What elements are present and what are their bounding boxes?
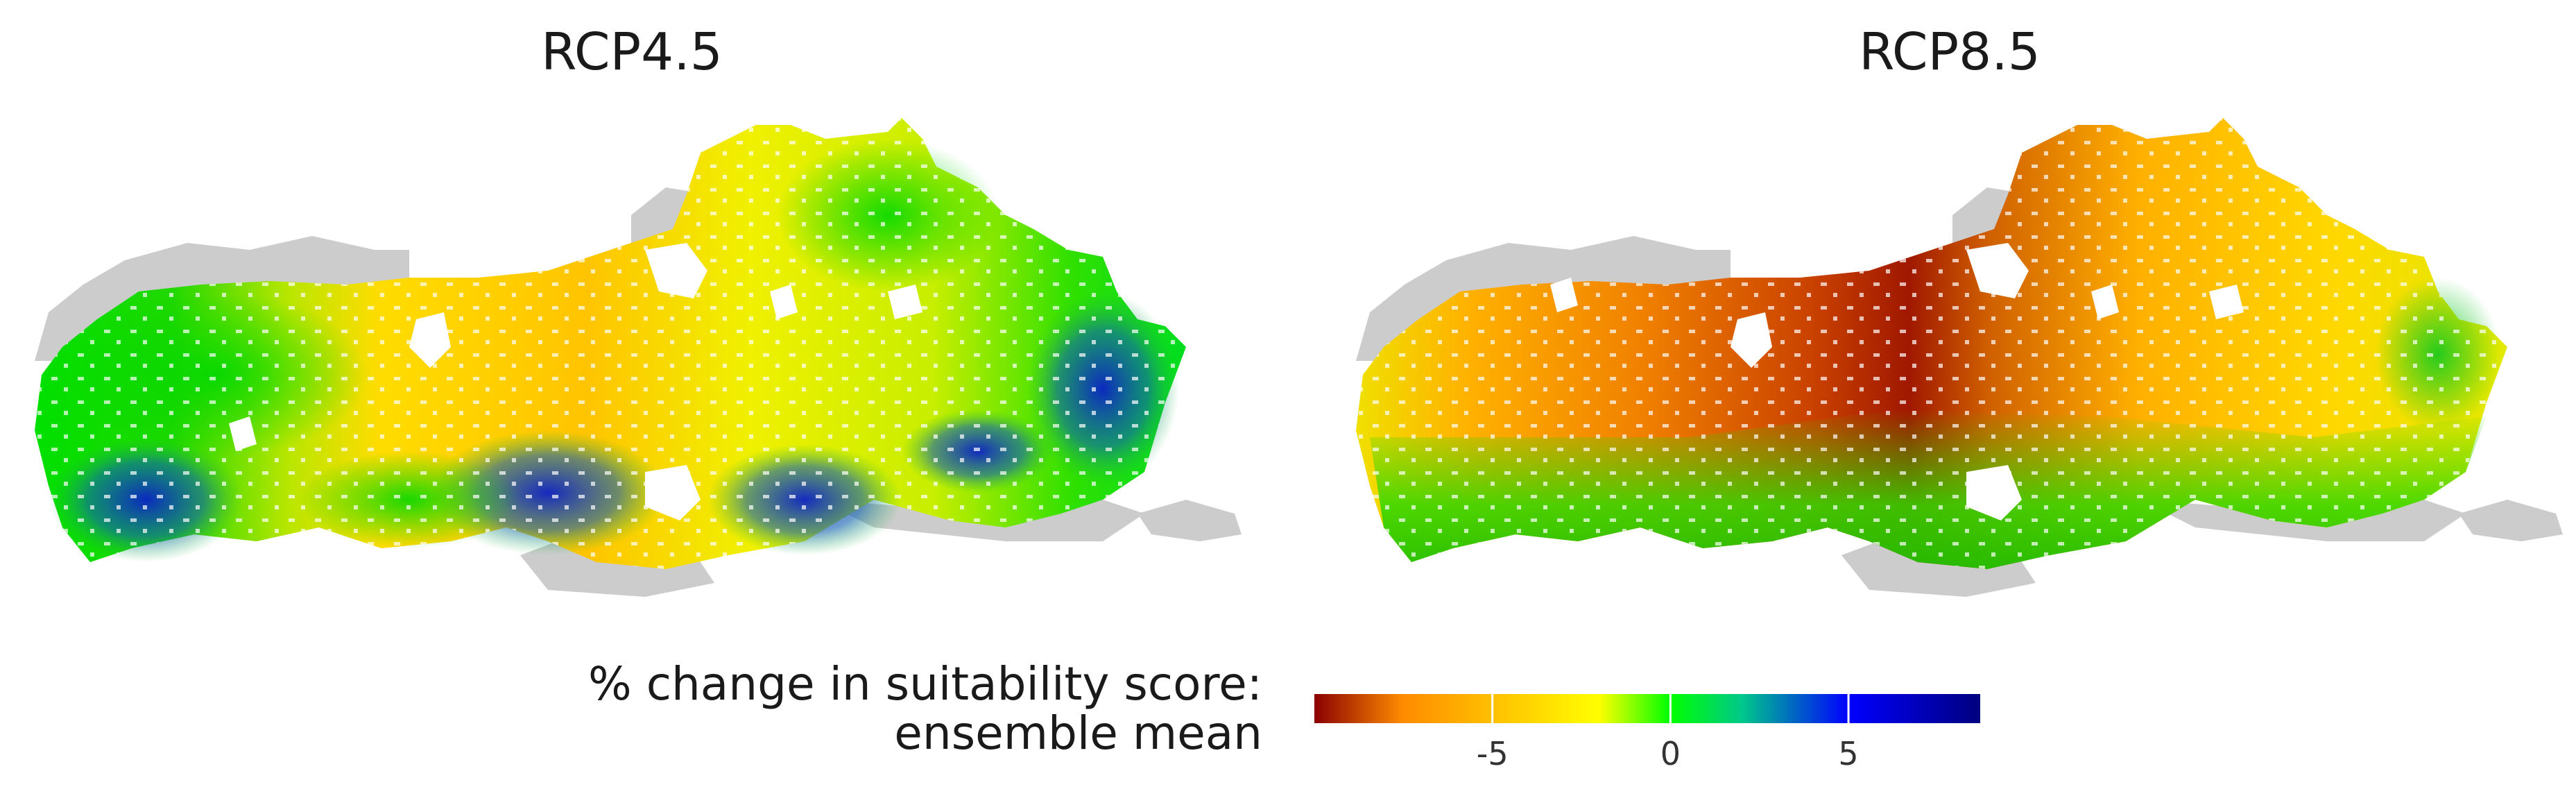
urban-areas (229, 243, 922, 521)
data-region-texture (35, 118, 1186, 569)
legend-colorbar (1314, 694, 1980, 723)
legend-tick-label: -5 (1477, 735, 1509, 772)
legend-title-line1: % change in suitability score: (588, 657, 1262, 711)
legend-tick-labels: -5 0 5 (1477, 735, 1859, 772)
legend-tick-label: 5 (1838, 735, 1858, 772)
data-region-texture (1356, 118, 2507, 569)
legend-title: % change in suitability score: ensemble … (588, 659, 1262, 759)
panel-title-rcp45: RCP4.5 (541, 22, 723, 82)
map-rcp85 (1356, 118, 2563, 597)
legend-title-line2: ensemble mean (894, 707, 1262, 761)
urban-areas (1550, 243, 2244, 521)
panel-title-rcp85: RCP8.5 (1859, 22, 2041, 82)
legend-tick-label: 0 (1660, 735, 1681, 772)
map-rcp45 (35, 118, 1242, 597)
